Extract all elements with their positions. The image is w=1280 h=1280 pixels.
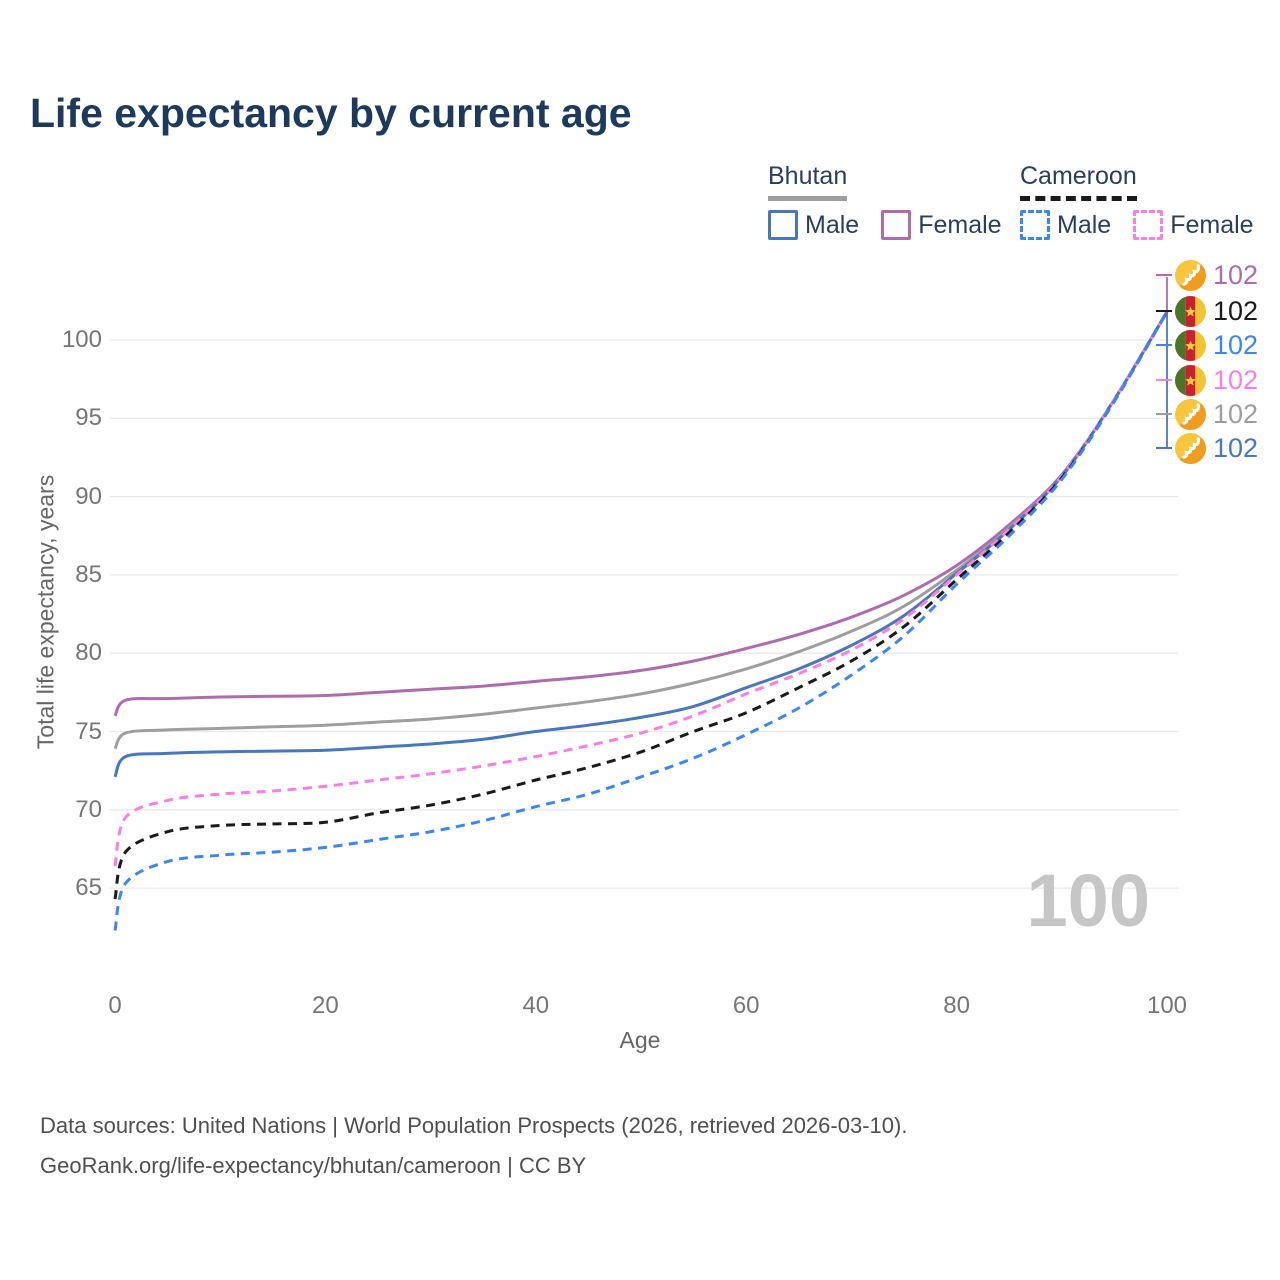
end-label-value: 102 (1213, 364, 1259, 395)
gridlines (110, 339, 1178, 889)
legend-label-cameroon-female[interactable]: Female (1170, 210, 1254, 239)
flag-icon-cameroon (1175, 329, 1206, 361)
endpoint-leader-lines (1156, 274, 1172, 449)
flag-icon-bhutan (1175, 259, 1206, 291)
x-tick-60: 60 (732, 992, 760, 1019)
x-tick-0: 0 (108, 992, 122, 1019)
y-axis-title: Total life expectancy, years (32, 474, 59, 750)
x-tick-40: 40 (522, 992, 550, 1019)
legend-country-bhutan[interactable]: Bhutan (768, 162, 848, 201)
legend-label-bhutan-female[interactable]: Female (918, 210, 1002, 239)
series-line-cameroon-both[interactable] (113, 311, 1169, 900)
end-label-bhutan-both-sexes: 102 (1175, 398, 1258, 431)
legend-group-bhutan: Bhutan Male Female (768, 162, 1024, 240)
end-label-value: 102 (1213, 432, 1259, 463)
x-tick-80: 80 (943, 992, 970, 1019)
y-tick-85: 85 (75, 560, 102, 588)
y-tick-80: 80 (75, 639, 102, 667)
end-label-cameroon-both-sexes: 102 (1175, 295, 1258, 328)
end-label-value: 102 (1213, 259, 1259, 290)
y-tick-75: 75 (75, 717, 102, 745)
legend-toggle-bhutan-female[interactable] (881, 210, 912, 240)
series-lines (113, 311, 1169, 931)
series-line-bhutan-male[interactable] (113, 311, 1169, 778)
footer-sources-line: Data sources: United Nations | World Pop… (40, 1113, 908, 1138)
x-tick-100: 100 (1146, 992, 1188, 1019)
legend-group-cameroon: Cameroon Male Female (1020, 162, 1276, 240)
series-line-cameroon-male[interactable] (113, 311, 1169, 931)
flag-icon-cameroon (1175, 364, 1206, 396)
end-label-bhutan-female: 102 (1175, 259, 1258, 292)
end-label-cameroon-female: 102 (1175, 364, 1258, 397)
flag-icon-bhutan (1175, 432, 1206, 464)
series-line-bhutan-female[interactable] (113, 311, 1169, 717)
legend-toggle-bhutan-male[interactable] (768, 210, 798, 240)
end-label-cameroon-male: 102 (1175, 329, 1258, 362)
end-label-value: 102 (1213, 398, 1259, 429)
y-tick-90: 90 (75, 482, 102, 510)
age-counter-watermark: 100 (1026, 859, 1150, 942)
x-axis-title: Age (619, 1027, 661, 1053)
legend-toggle-cameroon-female[interactable] (1133, 210, 1164, 240)
legend-toggle-cameroon-male[interactable] (1020, 210, 1050, 240)
end-label-value: 102 (1213, 295, 1259, 326)
end-label-value: 102 (1213, 329, 1259, 360)
end-label-bhutan-male: 102 (1175, 432, 1258, 465)
flag-icon-cameroon (1175, 295, 1206, 327)
legend-label-bhutan-male[interactable]: Male (805, 210, 860, 239)
y-tick-100: 100 (61, 326, 102, 353)
footer: Data sources: United Nations | World Pop… (40, 1106, 907, 1186)
flag-icon-bhutan (1175, 398, 1206, 430)
y-tick-95: 95 (75, 404, 102, 432)
series-line-cameroon-female[interactable] (113, 311, 1169, 867)
x-tick-20: 20 (312, 992, 339, 1019)
page-title: Life expectancy by current age (30, 90, 632, 136)
footer-url-line: GeoRank.org/life-expectancy/bhutan/camer… (40, 1153, 587, 1178)
legend-label-cameroon-male[interactable]: Male (1057, 210, 1112, 239)
legend-country-cameroon[interactable]: Cameroon (1020, 162, 1137, 201)
y-tick-70: 70 (75, 795, 102, 823)
y-tick-65: 65 (75, 874, 102, 902)
